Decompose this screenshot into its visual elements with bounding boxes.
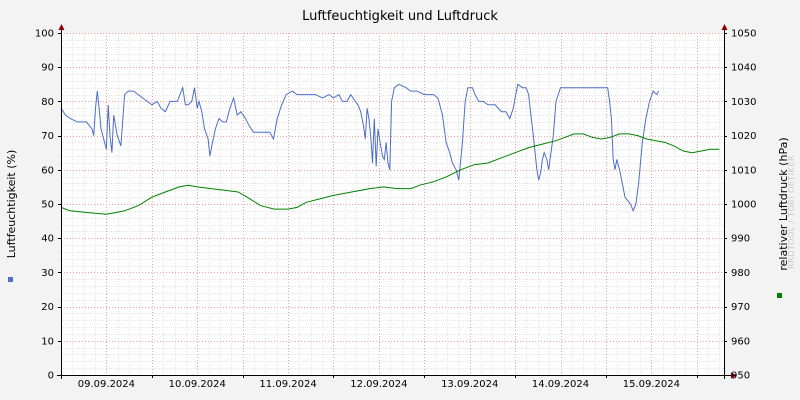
y-right-tick-label: 950 <box>731 371 750 382</box>
y-right-tick-label: 1040 <box>731 63 756 74</box>
y-left-tick-label: 80 <box>41 97 54 108</box>
y-left-tick-label: 60 <box>41 165 54 176</box>
y-right-tick-label: 1010 <box>731 165 756 176</box>
y-right-tick-label: 1000 <box>731 200 756 211</box>
y-right-tick-label: 1050 <box>731 29 756 40</box>
y-left-tick-label: 20 <box>41 302 54 313</box>
axis-layer <box>57 24 737 379</box>
y-axis-left-label: Luftfeuchtigkeit (%) <box>5 150 18 259</box>
x-tick-label: 14.09.2024 <box>532 379 589 390</box>
y-right-tick-label: 1030 <box>731 97 756 108</box>
y-left-tick-label: 30 <box>41 268 54 279</box>
chart-title: Luftfeuchtigkeit und Luftdruck <box>302 9 498 24</box>
x-tick-label: 13.09.2024 <box>441 379 498 390</box>
y-left-tick-label: 50 <box>41 200 54 211</box>
y-right-tick-label: 990 <box>731 234 750 245</box>
y-axis-right-label: relativer Luftdruck (hPa) <box>777 137 790 270</box>
label-layer: 0102030405060708090100950960970980990100… <box>35 29 757 391</box>
y-right-tick-label: 970 <box>731 302 750 313</box>
y-left-tick-label: 40 <box>41 234 54 245</box>
y-left-tick-label: 70 <box>41 131 54 142</box>
series-pressure-line <box>60 133 720 215</box>
y-left-tick-label: 90 <box>41 63 54 74</box>
y-right-tick-label: 980 <box>731 268 750 279</box>
y-left-tick-label: 10 <box>41 336 54 347</box>
y-left-tick-label: 0 <box>48 371 54 382</box>
y-axis-right-arrow <box>721 24 728 30</box>
x-tick-label: 10.09.2024 <box>169 379 226 390</box>
legend-humidity-marker <box>8 277 13 282</box>
y-right-tick-label: 1020 <box>731 131 756 142</box>
x-tick-label: 12.09.2024 <box>350 379 407 390</box>
legend-pressure-marker <box>777 293 782 298</box>
x-tick-label: 15.09.2024 <box>623 379 680 390</box>
x-tick-label: 11.09.2024 <box>259 379 316 390</box>
y-left-tick-label: 100 <box>35 29 54 40</box>
grid-layer <box>61 33 724 375</box>
series-humidity-line <box>60 83 660 213</box>
series-layer <box>60 83 720 215</box>
x-axis-arrow <box>731 372 737 379</box>
y-axis-left-arrow <box>58 24 65 30</box>
watermark-text: RRDTOOL / TOBI OETIKER <box>787 155 796 269</box>
y-right-tick-label: 960 <box>731 336 750 347</box>
x-tick-label: 09.09.2024 <box>78 379 135 390</box>
